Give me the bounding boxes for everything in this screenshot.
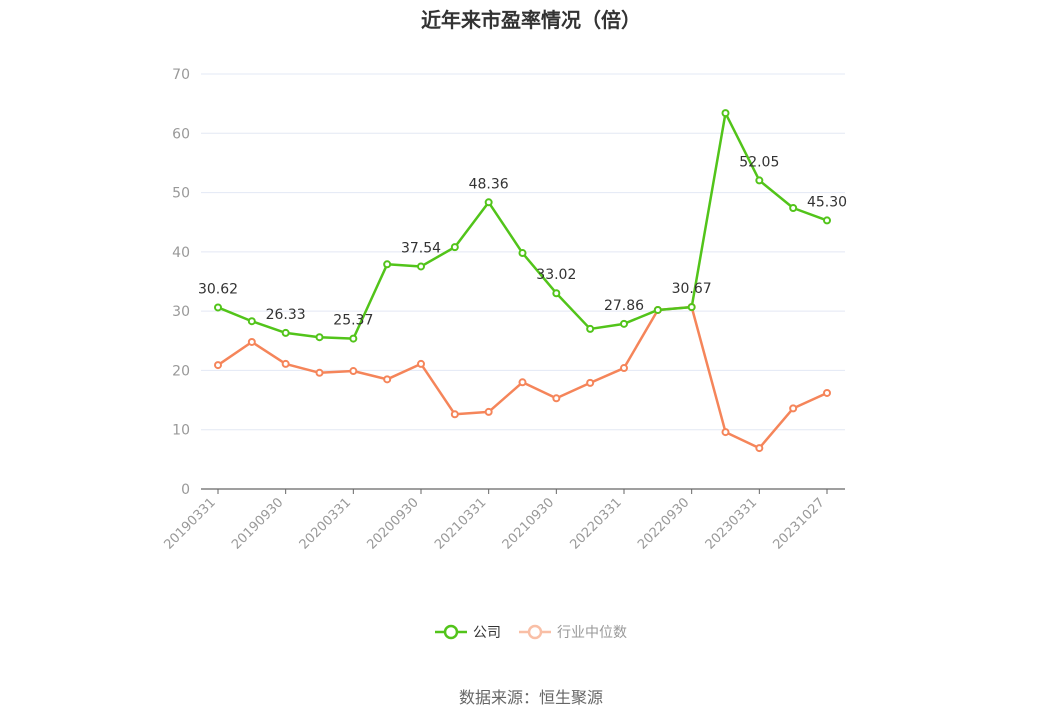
data-point[interactable] [349, 367, 358, 376]
data-source: 数据来源：恒生聚源 [458, 688, 603, 707]
company-legend-icon [435, 624, 467, 640]
y-tick-label: 70 [172, 67, 190, 83]
industry-series [214, 302, 831, 453]
x-tick-label: 20230331 [703, 495, 760, 552]
x-tick-label: 20220331 [567, 495, 624, 552]
data-point[interactable] [214, 303, 222, 312]
legend-label-industry: 行业中位数 [557, 625, 627, 641]
data-label: 52.05 [739, 154, 779, 170]
legend-item-industry[interactable]: 行业中位数 [519, 622, 627, 642]
data-point[interactable] [620, 364, 628, 373]
data-label: 30.62 [198, 281, 238, 297]
x-tick-label: 20231027 [770, 495, 827, 552]
data-point[interactable] [315, 333, 324, 342]
data-point[interactable] [755, 444, 764, 453]
data-point[interactable] [484, 407, 493, 416]
y-tick-label: 40 [172, 245, 190, 261]
data-point[interactable] [315, 368, 324, 377]
data-point[interactable] [383, 260, 392, 269]
data-point[interactable] [518, 249, 527, 258]
y-tick-label: 0 [181, 482, 190, 498]
data-point[interactable] [214, 361, 222, 370]
y-tick-label: 60 [172, 126, 190, 142]
data-point[interactable] [281, 359, 290, 368]
data-point[interactable] [247, 337, 256, 346]
data-point[interactable] [687, 303, 696, 312]
data-point[interactable] [552, 289, 561, 298]
data-label: 33.02 [536, 267, 576, 283]
x-tick-label: 20200930 [364, 495, 421, 552]
data-label: 26.33 [266, 307, 306, 323]
data-point[interactable] [823, 216, 831, 225]
data-point[interactable] [789, 404, 798, 413]
data-labels: 30.62 26.33 25.37 37.54 48.36 33.02 27.86 30.67… [198, 154, 847, 328]
series-lines [214, 109, 831, 453]
x-tick-label: 20190331 [161, 495, 218, 552]
data-point[interactable] [450, 243, 459, 252]
x-tick-label: 20200331 [297, 495, 354, 552]
data-point[interactable] [383, 375, 392, 384]
y-axis-tick-labels: 0 10 20 30 40 50 60 70 [172, 67, 190, 498]
data-point[interactable] [417, 262, 425, 271]
data-point[interactable] [484, 198, 493, 207]
series-line [217, 305, 828, 450]
data-point[interactable] [586, 324, 595, 333]
data-point[interactable] [281, 328, 290, 337]
x-tick-label: 20210331 [432, 495, 489, 552]
y-tick-label: 30 [172, 304, 190, 320]
data-point[interactable] [653, 305, 662, 314]
company-series [214, 109, 831, 343]
data-point[interactable] [789, 203, 798, 212]
data-point[interactable] [586, 378, 595, 387]
data-label: 45.30 [807, 194, 847, 210]
data-point[interactable] [823, 388, 831, 397]
data-label: 25.37 [333, 313, 373, 329]
x-tick-label: 20220930 [635, 495, 692, 552]
data-point[interactable] [247, 317, 256, 326]
data-label: 30.67 [672, 281, 712, 297]
x-tick-label: 20210930 [500, 495, 557, 552]
data-point[interactable] [755, 176, 764, 185]
data-point[interactable] [450, 410, 459, 419]
data-point[interactable] [721, 428, 730, 437]
data-label: 48.36 [469, 176, 509, 192]
series-line [217, 111, 828, 340]
data-point[interactable] [620, 319, 628, 328]
data-point[interactable] [552, 394, 561, 403]
y-tick-label: 20 [172, 363, 190, 379]
x-tick-label: 20190930 [229, 495, 286, 552]
legend-item-company[interactable]: 公司 [435, 622, 501, 642]
data-point[interactable] [721, 109, 730, 118]
chart-title: 近年来市盈率情况（倍） [421, 8, 641, 32]
legend-label-company: 公司 [473, 625, 501, 641]
data-label: 37.54 [401, 240, 441, 256]
industry-legend-icon [519, 624, 551, 640]
data-point[interactable] [518, 378, 527, 387]
y-tick-label: 10 [172, 423, 190, 439]
legend: 公司 行业中位数 [0, 622, 1062, 642]
x-axis: 20190331 20190930 20200331 20200930 20210331… [161, 488, 845, 553]
y-tick-label: 50 [172, 186, 190, 202]
data-point[interactable] [417, 359, 425, 368]
data-label: 27.86 [604, 298, 644, 314]
data-point[interactable] [349, 334, 358, 343]
